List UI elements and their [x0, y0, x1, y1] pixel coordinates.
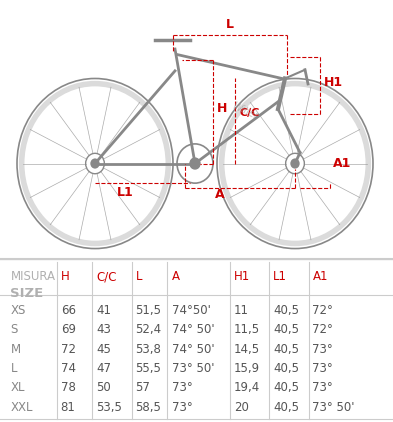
- Text: SIZE: SIZE: [11, 287, 44, 300]
- Text: XXL: XXL: [11, 401, 33, 414]
- Text: H1: H1: [234, 270, 250, 283]
- Circle shape: [190, 158, 200, 169]
- Text: A: A: [172, 270, 180, 283]
- Text: 11,5: 11,5: [234, 323, 260, 336]
- Text: C/C: C/C: [96, 270, 117, 283]
- Text: 74° 50': 74° 50': [172, 343, 215, 356]
- Text: 72°: 72°: [312, 323, 333, 336]
- Text: 78: 78: [61, 381, 75, 395]
- Text: 50: 50: [96, 381, 111, 395]
- Circle shape: [290, 158, 300, 169]
- Text: 73° 50': 73° 50': [312, 401, 355, 414]
- Text: 81: 81: [61, 401, 75, 414]
- Text: 53,8: 53,8: [135, 343, 161, 356]
- Text: C/C: C/C: [239, 108, 259, 118]
- Text: H: H: [217, 102, 228, 115]
- Text: A: A: [215, 188, 225, 201]
- Text: 41: 41: [96, 304, 111, 317]
- Text: L: L: [226, 18, 234, 31]
- Text: 73° 50': 73° 50': [172, 362, 215, 375]
- Text: 72°: 72°: [312, 304, 333, 317]
- Text: XL: XL: [11, 381, 25, 395]
- Text: XS: XS: [11, 304, 26, 317]
- Text: H1: H1: [324, 76, 343, 89]
- Text: 11: 11: [234, 304, 249, 317]
- Text: 72: 72: [61, 343, 76, 356]
- Text: 43: 43: [96, 323, 111, 336]
- Text: 73°: 73°: [172, 381, 193, 395]
- Text: 58,5: 58,5: [135, 401, 161, 414]
- Text: 74: 74: [61, 362, 76, 375]
- Text: 55,5: 55,5: [135, 362, 161, 375]
- Text: 40,5: 40,5: [273, 401, 299, 414]
- Text: 73°: 73°: [172, 401, 193, 414]
- Text: L1: L1: [273, 270, 287, 283]
- Text: 69: 69: [61, 323, 76, 336]
- Text: M: M: [11, 343, 20, 356]
- Text: 40,5: 40,5: [273, 381, 299, 395]
- Text: A1: A1: [312, 270, 328, 283]
- Text: 45: 45: [96, 343, 111, 356]
- Text: 15,9: 15,9: [234, 362, 260, 375]
- Text: 57: 57: [135, 381, 150, 395]
- Text: 52,4: 52,4: [135, 323, 162, 336]
- Text: 73°: 73°: [312, 381, 333, 395]
- Text: 40,5: 40,5: [273, 362, 299, 375]
- Text: L1: L1: [117, 186, 133, 199]
- Text: 74° 50': 74° 50': [172, 323, 215, 336]
- Text: 40,5: 40,5: [273, 323, 299, 336]
- Text: L: L: [135, 270, 142, 283]
- Text: 73°: 73°: [312, 362, 333, 375]
- Text: 40,5: 40,5: [273, 343, 299, 356]
- Text: A1: A1: [333, 157, 351, 170]
- Circle shape: [90, 158, 100, 169]
- Text: 74°50': 74°50': [172, 304, 211, 317]
- Text: 66: 66: [61, 304, 76, 317]
- Text: MISURA: MISURA: [11, 270, 55, 283]
- Text: 73°: 73°: [312, 343, 333, 356]
- Text: 53,5: 53,5: [96, 401, 122, 414]
- Text: L: L: [11, 362, 17, 375]
- Text: 19,4: 19,4: [234, 381, 260, 395]
- Text: Wilier: Wilier: [230, 101, 259, 122]
- Text: 40,5: 40,5: [273, 304, 299, 317]
- Text: S: S: [11, 323, 18, 336]
- Text: 14,5: 14,5: [234, 343, 260, 356]
- Text: 20: 20: [234, 401, 249, 414]
- Text: H: H: [61, 270, 70, 283]
- Text: 47: 47: [96, 362, 111, 375]
- Text: 51,5: 51,5: [135, 304, 162, 317]
